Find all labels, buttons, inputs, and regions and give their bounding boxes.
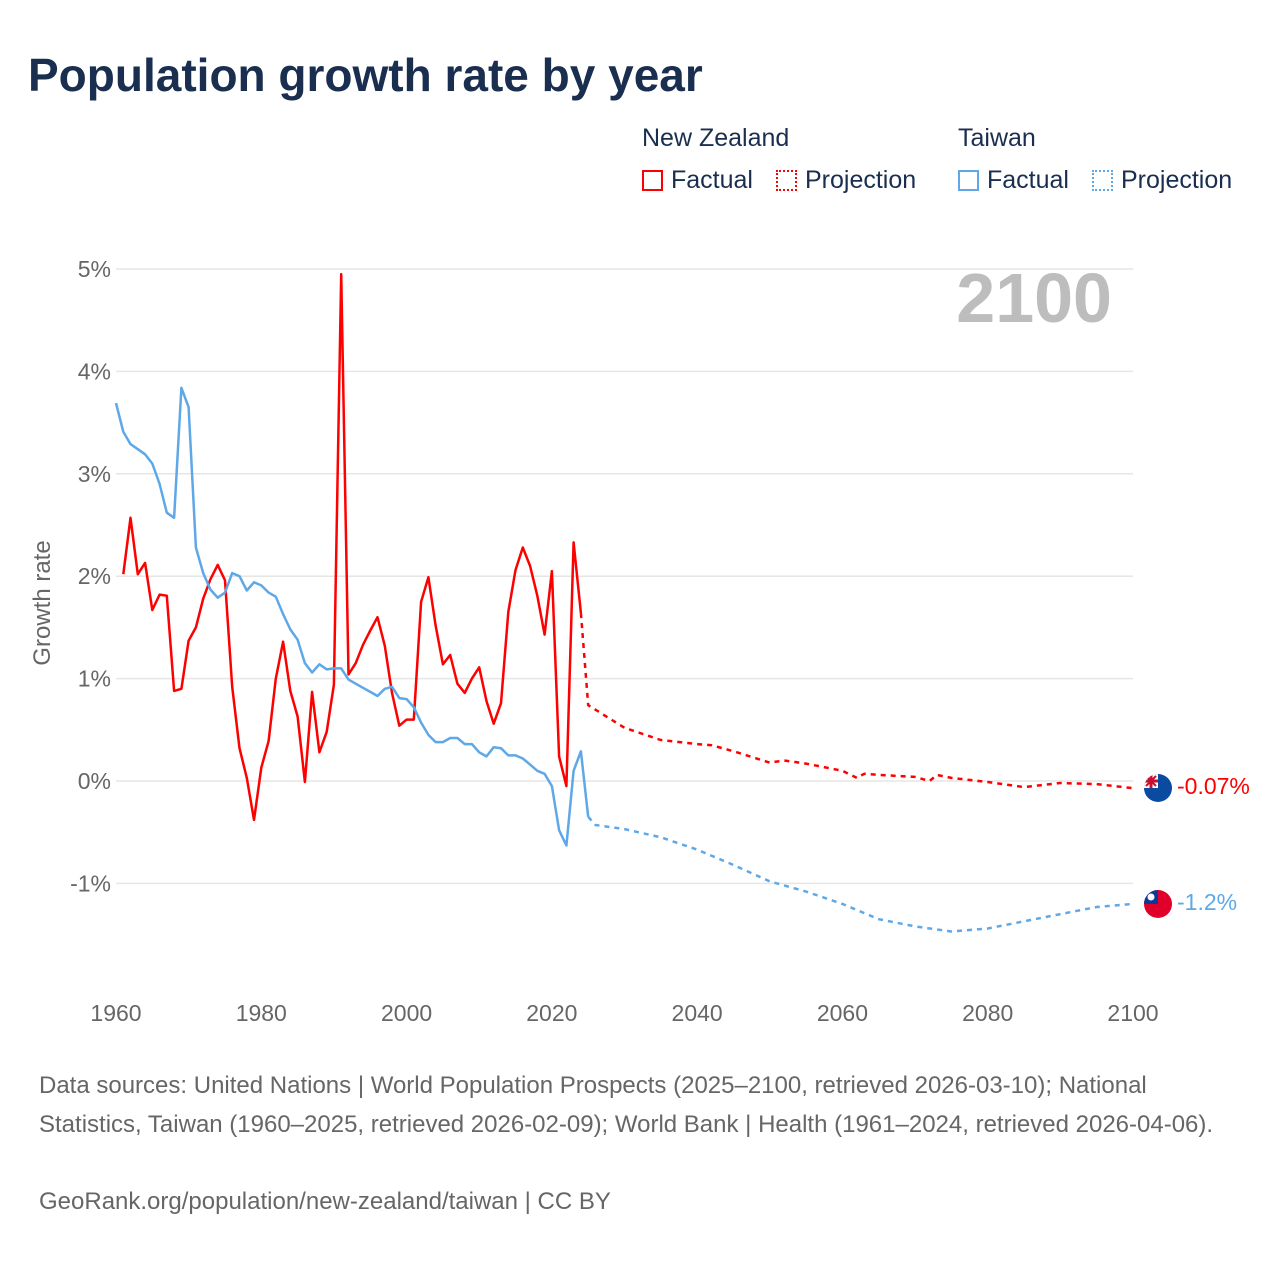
year-watermark: 2100: [956, 259, 1112, 337]
x-tick-label: 2020: [526, 1000, 577, 1026]
series-line-taiwan-factual: [114, 386, 590, 847]
x-tick-label: 2000: [381, 1000, 432, 1026]
taiwan-end-label: -1.2%: [1177, 889, 1237, 915]
legend-label: Factual: [987, 166, 1069, 194]
y-tick-label: 4%: [78, 358, 111, 384]
legend-swatch-dotted: [1092, 170, 1113, 191]
legend-tw-factual[interactable]: Factual: [958, 166, 1069, 195]
y-tick-label: -1%: [70, 870, 111, 896]
credit-link[interactable]: GeoRank.org/population/new-zealand/taiwa…: [39, 1188, 611, 1215]
legend-tw-projection[interactable]: Projection: [1092, 166, 1232, 195]
x-tick-label: 1980: [236, 1000, 287, 1026]
x-tick-label: 2100: [1107, 1000, 1158, 1026]
legend-nz-projection[interactable]: Projection: [776, 166, 916, 195]
x-tick-label: 2080: [962, 1000, 1013, 1026]
y-tick-label: 1%: [78, 666, 111, 692]
legend-swatch-solid: [642, 170, 663, 191]
series-line-taiwan-projection: [587, 815, 1134, 933]
chart-title: Population growth rate by year: [28, 49, 703, 101]
legend-swatch-solid: [958, 170, 979, 191]
legend-group-taiwan: Taiwan: [958, 124, 1036, 152]
y-tick-label: 3%: [78, 461, 111, 487]
y-tick-label: 2%: [78, 563, 111, 589]
legend-nz-factual[interactable]: Factual: [642, 166, 753, 195]
x-tick-label: 2040: [672, 1000, 723, 1026]
legend-swatch-dotted: [776, 170, 797, 191]
y-tick-label: 0%: [78, 768, 111, 794]
x-tick-label: 2060: [817, 1000, 868, 1026]
legend-label: Projection: [805, 166, 917, 194]
x-tick-label: 1960: [90, 1000, 141, 1026]
series-line-new-zealand-projection: [579, 613, 1134, 790]
y-axis-label: Growth rate: [29, 540, 56, 665]
data-sources: Data sources: United Nations | World Pop…: [39, 1072, 1214, 1138]
chart-plot: 5% 4% 3% 2% 1% 0% -1% 1960 1980 2000 2020 2040 2060 2…: [29, 256, 1250, 1026]
series-line-new-zealand-factual: [122, 272, 583, 822]
legend-label: Factual: [671, 166, 753, 194]
nz-flag-icon: [1144, 774, 1172, 802]
legend-label: Projection: [1121, 166, 1233, 194]
nz-end-label: -0.07%: [1177, 773, 1250, 799]
legend-group-new-zealand: New Zealand: [642, 124, 790, 152]
y-tick-label: 5%: [78, 256, 111, 282]
taiwan-flag-icon: [1144, 890, 1172, 918]
